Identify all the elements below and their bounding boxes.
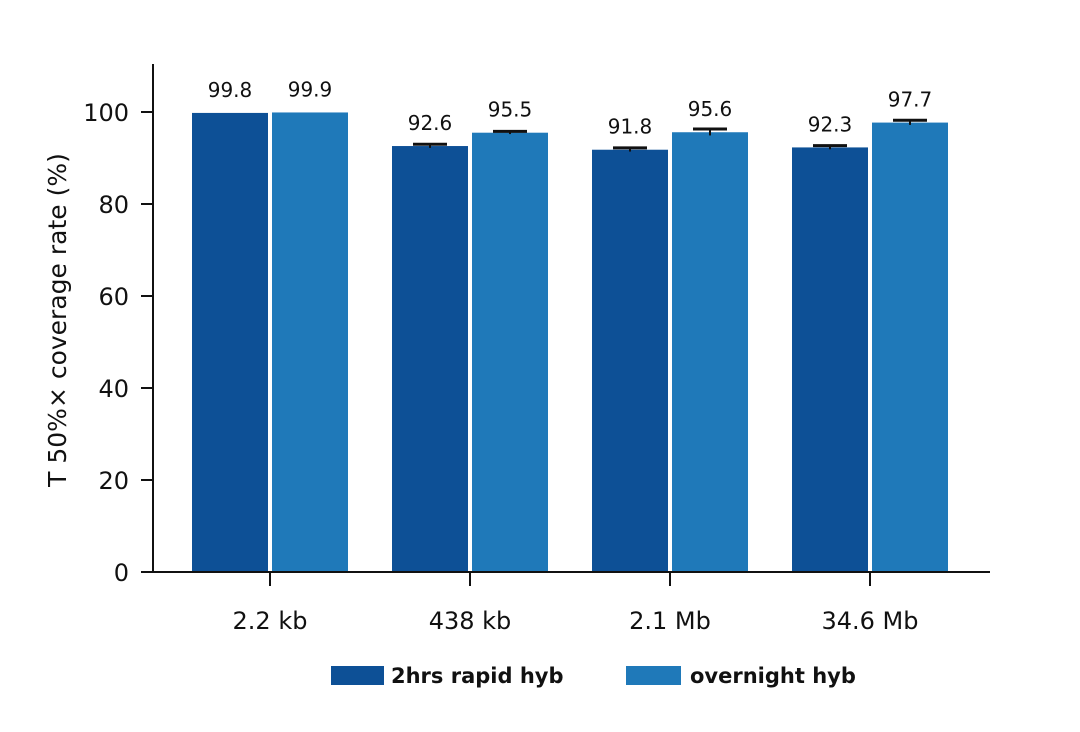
bar-2hrs-rapid-hyb-3	[792, 147, 868, 573]
bar-overnight-hyb-1	[472, 132, 548, 572]
x-tick-label: 438 kb	[429, 607, 512, 635]
x-tick-label: 34.6 Mb	[821, 607, 918, 635]
y-tick-label: 100	[83, 99, 129, 127]
y-ticks-layer: 0 20 40 60 80 100	[83, 99, 153, 587]
axes-layer	[152, 64, 990, 573]
error-bar-overnight-hyb-3	[893, 118, 927, 125]
legend-swatch-2hrs-rapid-hyb	[331, 666, 384, 685]
legend-swatch-overnight-hyb	[626, 666, 681, 685]
legend: 2hrs rapid hyb overnight hyb	[331, 664, 856, 688]
bar-overnight-hyb-3	[872, 122, 948, 572]
bar-2hrs-rapid-hyb-1	[392, 146, 468, 573]
bar-overnight-hyb-2	[672, 132, 748, 573]
error-bar-2hrs-rapid-hyb-3	[813, 144, 847, 150]
y-tick-label: 0	[114, 559, 129, 587]
error-bars-layer	[413, 118, 927, 152]
value-label-overnight-hyb-0: 99.9	[288, 77, 333, 101]
error-bar-overnight-hyb-2	[693, 127, 727, 136]
y-tick-label: 20	[98, 467, 129, 495]
value-label-overnight-hyb-3: 97.7	[888, 88, 933, 112]
y-tick-label: 80	[98, 191, 129, 219]
error-bar-2hrs-rapid-hyb-2	[613, 146, 647, 152]
value-labels-layer: 99.8 99.9 92.6 95.5 91.8 95.6 92.3 97.7	[208, 77, 933, 138]
bars-layer	[192, 112, 948, 573]
x-ticks-layer: 2.2 kb 438 kb 2.1 Mb 34.6 Mb	[233, 572, 919, 635]
value-label-2hrs-rapid-hyb-3: 92.3	[808, 112, 853, 136]
y-tick-label: 40	[98, 375, 129, 403]
value-label-overnight-hyb-2: 95.6	[688, 97, 733, 121]
legend-label-2hrs-rapid-hyb: 2hrs rapid hyb	[391, 664, 564, 688]
y-axis-title: T 50%× coverage rate (%)	[43, 153, 72, 488]
error-bar-2hrs-rapid-hyb-1	[413, 142, 447, 148]
error-bar-overnight-hyb-1	[493, 129, 527, 135]
bar-overnight-hyb-0	[272, 112, 348, 573]
legend-label-overnight-hyb: overnight hyb	[690, 664, 856, 688]
value-label-2hrs-rapid-hyb-1: 92.6	[408, 111, 453, 135]
x-tick-label: 2.1 Mb	[629, 607, 711, 635]
bar-2hrs-rapid-hyb-2	[592, 149, 668, 572]
value-label-2hrs-rapid-hyb-2: 91.8	[608, 115, 653, 139]
bar-2hrs-rapid-hyb-0	[192, 112, 268, 573]
y-tick-label: 60	[98, 283, 129, 311]
x-tick-label: 2.2 kb	[233, 607, 308, 635]
value-label-2hrs-rapid-hyb-0: 99.8	[208, 78, 253, 102]
value-label-overnight-hyb-1: 95.5	[488, 98, 533, 122]
